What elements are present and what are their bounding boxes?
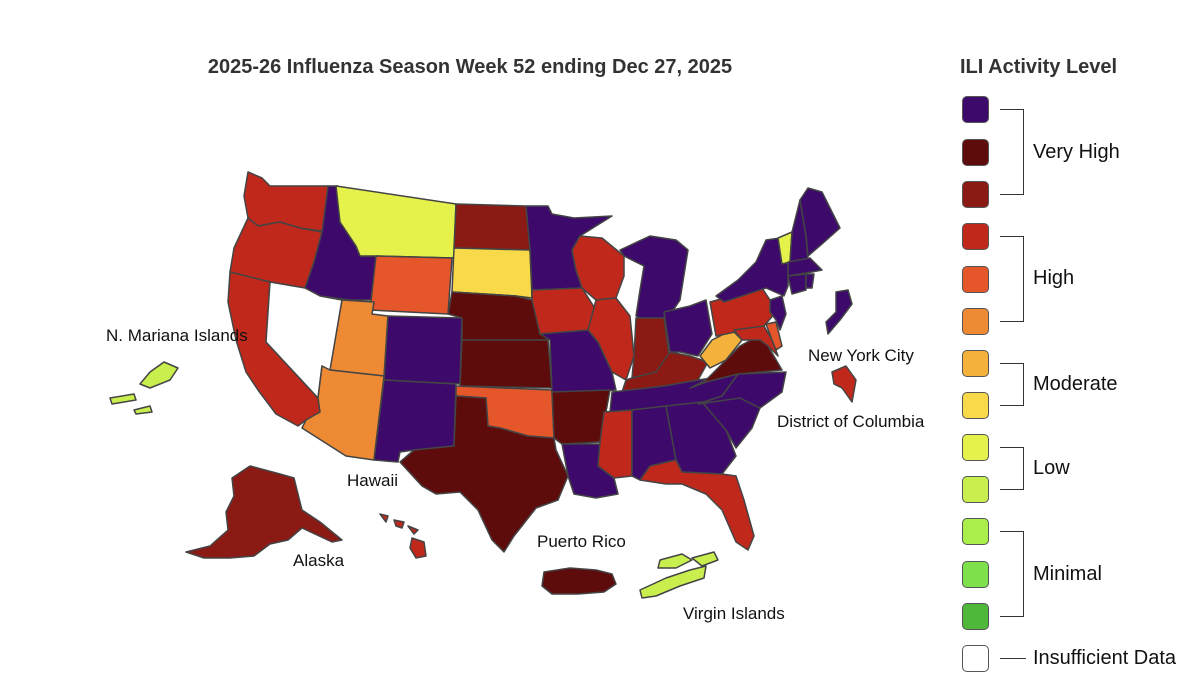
state-wyoming[interactable] [369, 255, 453, 315]
legend-label-minimal: Minimal [1033, 563, 1102, 585]
legend-swatch-minimal-2 [962, 561, 989, 588]
state-wisconsin[interactable] [571, 235, 625, 301]
state-north-carolina[interactable] [697, 371, 787, 409]
state-florida[interactable] [639, 459, 755, 551]
label-hawaii: Hawaii [347, 471, 398, 490]
legend-label-very-high: Very High [1033, 141, 1120, 163]
state-colorado[interactable] [383, 315, 463, 385]
label-new-york-city: New York City [808, 346, 914, 365]
legend-swatch-moderate-1 [962, 350, 989, 377]
legend-swatch-low-1 [962, 434, 989, 461]
state-texas[interactable] [399, 395, 569, 553]
state-new-york[interactable] [715, 237, 789, 303]
state-rhode-island[interactable] [805, 273, 815, 289]
state-iowa[interactable] [531, 287, 597, 335]
legend-bracket-minimal [1000, 531, 1024, 617]
region-district-of-columbia[interactable] [831, 365, 857, 403]
us-map: N. Mariana Islands Hawaii Alaska Puerto … [106, 171, 925, 623]
legend-swatch-low-2 [962, 476, 989, 503]
label-virgin-islands: Virgin Islands [683, 604, 785, 623]
territory-n-mariana-islands[interactable] [109, 361, 179, 415]
legend-label-low: Low [1033, 457, 1070, 479]
legend-title: ILI Activity Level [960, 56, 1118, 78]
state-alaska[interactable] [185, 465, 343, 559]
territory-virgin-islands[interactable] [639, 551, 719, 599]
label-alaska: Alaska [293, 551, 345, 570]
legend-label-moderate: Moderate [1033, 373, 1118, 395]
region-new-york-city[interactable] [825, 289, 853, 335]
state-mississippi[interactable] [597, 409, 633, 479]
state-massachusetts[interactable] [787, 257, 823, 277]
state-washington[interactable] [243, 171, 329, 233]
state-maryland[interactable] [733, 325, 779, 357]
legend-swatch-high-2 [962, 266, 989, 293]
legend-line-insufficient-data [1000, 658, 1026, 659]
legend-swatch-insufficient-data [962, 645, 989, 672]
legend-swatch-very-high-2 [962, 139, 989, 166]
state-north-dakota[interactable] [453, 203, 531, 251]
label-district-of-columbia: District of Columbia [777, 412, 925, 431]
state-kansas[interactable] [459, 339, 553, 389]
legend-label-high: High [1033, 267, 1075, 289]
legend-bracket-very-high [1000, 109, 1024, 195]
territory-puerto-rico[interactable] [541, 567, 617, 595]
label-puerto-rico: Puerto Rico [537, 532, 626, 551]
legend-swatch-moderate-2 [962, 392, 989, 419]
state-maine[interactable] [799, 187, 841, 257]
label-n-mariana-islands: N. Mariana Islands [106, 326, 248, 345]
legend-swatch-very-high-3 [962, 181, 989, 208]
state-delaware[interactable] [765, 321, 783, 351]
state-new-jersey[interactable] [769, 295, 787, 331]
legend-bracket-high [1000, 236, 1024, 322]
legend-swatch-minimal-1 [962, 518, 989, 545]
legend-swatch-very-high-1 [962, 96, 989, 123]
legend-swatch-high-1 [962, 223, 989, 250]
legend-bracket-moderate [1000, 363, 1024, 406]
state-south-dakota[interactable] [451, 247, 533, 299]
map-title: 2025-26 Influenza Season Week 52 ending … [207, 56, 733, 78]
legend-bracket-low [1000, 447, 1024, 490]
state-hawaii[interactable] [379, 513, 427, 559]
legend-label-insufficient-data: Insufficient Data [1033, 647, 1177, 669]
legend-swatch-high-3 [962, 308, 989, 335]
state-connecticut[interactable] [787, 273, 807, 295]
legend-swatch-minimal-3 [962, 603, 989, 630]
